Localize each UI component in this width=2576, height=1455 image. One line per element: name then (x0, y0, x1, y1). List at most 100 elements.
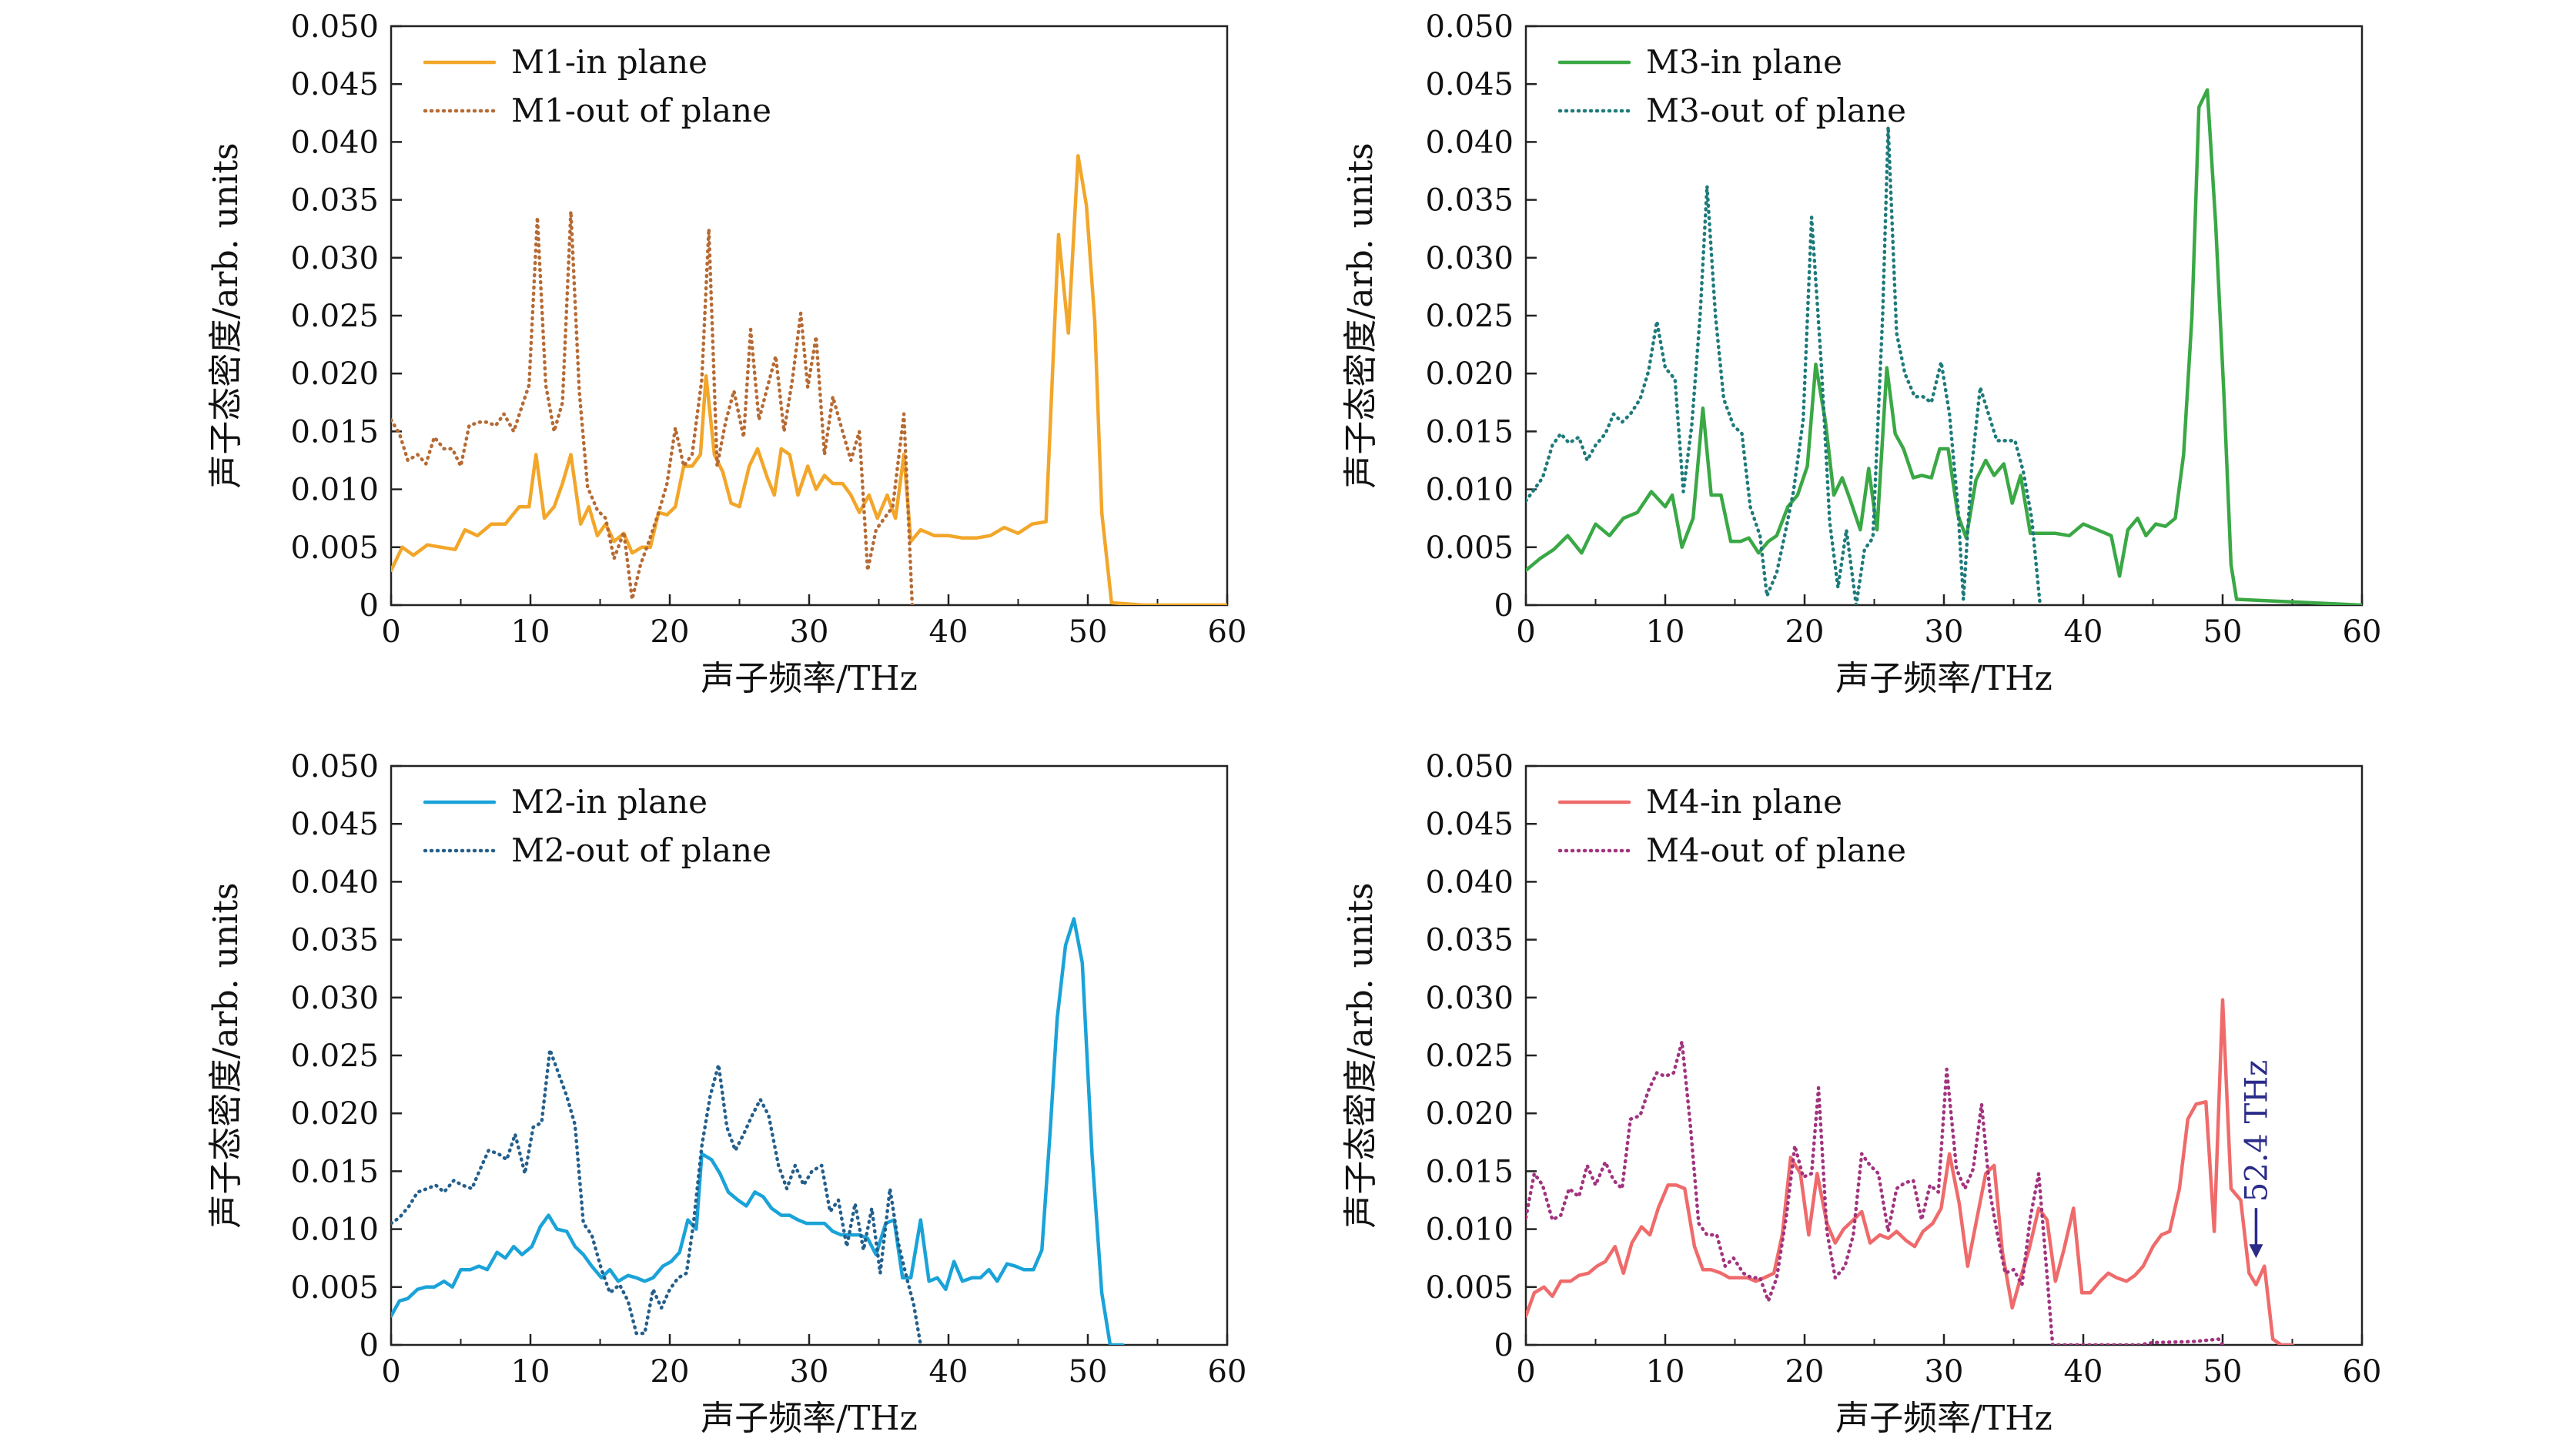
chart-panel-m1: 0 10 20 30 40 50 60 0 0.005 0.010 0.015 0.020 0.025 0… (206, 9, 1246, 698)
x-tick-label: 40 (929, 1354, 969, 1390)
chart-panel-m2: 0 10 20 30 40 50 60 0 0.005 0.010 0.015 0.020 0.025 0… (206, 749, 1246, 1438)
x-tick-label: 60 (2343, 614, 2382, 650)
series-line-m3-in-plane (1526, 88, 2362, 605)
x-tick-label: 50 (2203, 614, 2243, 650)
y-tick-label: 0.015 (1425, 1154, 1514, 1189)
y-tick-label: 0.015 (1425, 414, 1514, 450)
x-tick-label: 20 (651, 614, 690, 650)
x-tick-label: 20 (1785, 614, 1825, 650)
y-tick-label: 0.040 (290, 865, 379, 900)
y-tick-label: 0.010 (290, 1212, 379, 1248)
y-tick-label: 0.015 (290, 1154, 379, 1189)
y-axis-label: 声子态密度/arb. units (206, 142, 246, 488)
x-tick-label: 20 (1785, 1354, 1825, 1390)
y-tick-label: 0.045 (290, 67, 379, 102)
legend-label-m3-out-of-plane: M3-out of plane (1646, 92, 1906, 129)
annotation-arrow-head (2249, 1244, 2263, 1259)
legend-label-m4-in-plane: M4-in plane (1646, 783, 1842, 821)
y-tick-label: 0.005 (1425, 1270, 1514, 1306)
legend-label-m2-out-of-plane: M2-out of plane (511, 831, 771, 869)
legend-label-m2-in-plane: M2-in plane (511, 783, 708, 821)
y-tick-label: 0 (360, 588, 379, 624)
series-line-m4-out-of-plane (1526, 1039, 2225, 1345)
x-tick-label: 30 (790, 1354, 829, 1390)
x-tick-label: 10 (1646, 1354, 1685, 1390)
series-line-m2-in-plane (391, 917, 1125, 1345)
x-axis-label: 声子频率/THz (701, 1399, 918, 1438)
x-tick-label: 50 (1069, 614, 1108, 650)
x-axis-label: 声子频率/THz (1835, 1399, 2052, 1438)
y-tick-label: 0.050 (1425, 9, 1514, 45)
x-tick-label: 60 (1208, 614, 1247, 650)
legend-label-m3-in-plane: M3-in plane (1646, 43, 1842, 81)
y-tick-label: 0.040 (1425, 865, 1514, 900)
x-tick-label: 10 (511, 614, 550, 650)
x-tick-label: 50 (2203, 1354, 2243, 1390)
y-tick-label: 0.020 (1425, 1096, 1514, 1132)
y-tick-label: 0.020 (1425, 356, 1514, 392)
y-tick-label: 0 (1494, 588, 1514, 624)
y-tick-label: 0.030 (1425, 241, 1514, 276)
x-tick-label: 30 (1925, 614, 1964, 650)
y-tick-label: 0.035 (290, 183, 379, 219)
y-tick-label: 0.035 (1425, 923, 1514, 958)
x-tick-label: 0 (1516, 614, 1535, 650)
y-tick-label: 0.020 (290, 1096, 379, 1132)
x-tick-label: 40 (2064, 1354, 2103, 1390)
legend-label-m4-out-of-plane: M4-out of plane (1646, 831, 1906, 869)
annotation-label: 52.4 THz (2239, 1060, 2274, 1202)
y-tick-label: 0.025 (1425, 1039, 1514, 1074)
y-tick-label: 0.040 (1425, 125, 1514, 160)
chart-panel-m4: 0 10 20 30 40 50 60 0 0.005 0.010 0.015 0.020 0.025 0… (1341, 749, 2381, 1438)
y-tick-label: 0 (1494, 1328, 1514, 1363)
y-tick-label: 0.025 (290, 299, 379, 334)
x-tick-label: 40 (929, 614, 969, 650)
y-tick-label: 0.015 (290, 414, 379, 450)
x-tick-label: 20 (651, 1354, 690, 1390)
series-line-m3-out-of-plane (1526, 125, 2042, 605)
legend-label-m1-in-plane: M1-in plane (511, 43, 708, 81)
series-line-m1-in-plane (391, 154, 1227, 605)
y-tick-label: 0.020 (290, 356, 379, 392)
x-tick-label: 0 (381, 614, 400, 650)
y-tick-label: 0.045 (1425, 807, 1514, 842)
y-tick-label: 0.005 (290, 1270, 379, 1306)
y-tick-label: 0.010 (290, 473, 379, 508)
y-tick-label: 0.005 (290, 530, 379, 566)
x-tick-label: 30 (1925, 1354, 1964, 1390)
y-tick-label: 0.040 (290, 125, 379, 160)
y-tick-label: 0.045 (1425, 67, 1514, 102)
series-line-m4-in-plane (1526, 998, 2294, 1345)
x-tick-label: 50 (1069, 1354, 1108, 1390)
y-tick-label: 0.025 (290, 1039, 379, 1074)
y-tick-label: 0.030 (290, 981, 379, 1016)
y-tick-label: 0.010 (1425, 1212, 1514, 1248)
x-tick-label: 60 (1208, 1354, 1247, 1390)
x-tick-label: 40 (2064, 614, 2103, 650)
y-tick-label: 0.010 (1425, 473, 1514, 508)
y-tick-label: 0.050 (290, 749, 379, 784)
chart-panel-m3: 0 10 20 30 40 50 60 0 0.005 0.010 0.015 0.020 0.025 0… (1341, 9, 2381, 698)
x-tick-label: 30 (790, 614, 829, 650)
y-tick-label: 0.035 (1425, 183, 1514, 219)
x-tick-label: 0 (381, 1354, 400, 1390)
x-axis-label: 声子频率/THz (1835, 659, 2052, 698)
y-tick-label: 0.025 (1425, 299, 1514, 334)
y-tick-label: 0.005 (1425, 530, 1514, 566)
y-tick-label: 0 (360, 1328, 379, 1363)
series-line-m1-out-of-plane (391, 209, 915, 605)
y-tick-label: 0.050 (1425, 749, 1514, 784)
series-line-m2-out-of-plane (391, 1048, 923, 1345)
x-tick-label: 60 (2343, 1354, 2382, 1390)
y-tick-label: 0.050 (290, 9, 379, 45)
y-tick-label: 0.035 (290, 923, 379, 958)
y-tick-label: 0.030 (1425, 981, 1514, 1016)
y-axis-label: 声子态密度/arb. units (206, 882, 246, 1228)
x-tick-label: 10 (511, 1354, 550, 1390)
y-axis-label: 声子态密度/arb. units (1341, 142, 1380, 488)
legend-label-m1-out-of-plane: M1-out of plane (511, 92, 771, 129)
x-tick-label: 10 (1646, 614, 1685, 650)
y-axis-label: 声子态密度/arb. units (1341, 882, 1380, 1228)
y-tick-label: 0.045 (290, 807, 379, 842)
